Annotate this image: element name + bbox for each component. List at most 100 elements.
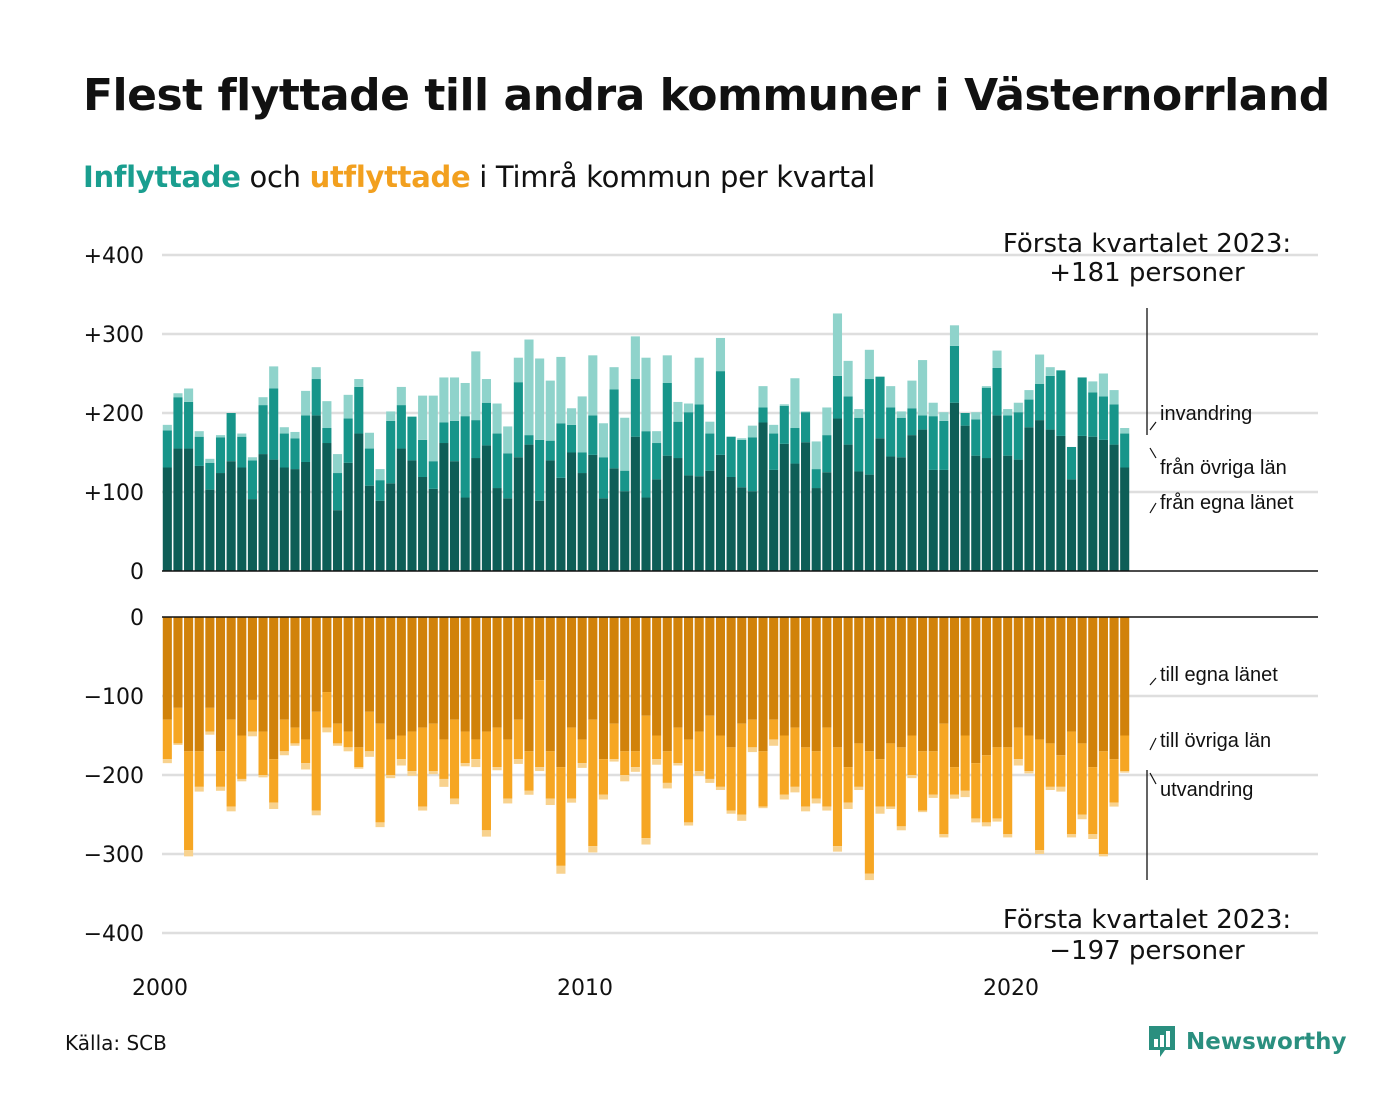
y-tick-labels: 0 +100 +200 +300 +400 0 −100 −200 −300 −400 <box>84 244 144 947</box>
bar-inflow <box>662 355 672 383</box>
bar-outflow <box>524 790 534 795</box>
bar-inflow <box>311 379 321 416</box>
bar-inflow <box>737 438 747 440</box>
bar-outflow <box>215 617 226 752</box>
bar-inflow <box>492 488 502 571</box>
bar-outflow <box>981 617 991 756</box>
bar-outflow <box>854 743 864 787</box>
bar-outflow <box>332 723 343 744</box>
bar-inflow <box>854 417 864 472</box>
bar-outflow <box>237 735 247 779</box>
bar-inflow <box>492 403 502 434</box>
bar-inflow <box>684 412 694 476</box>
bar-inflow <box>907 408 917 436</box>
bar-inflow <box>1098 396 1108 440</box>
bar-inflow <box>832 375 843 419</box>
bar-outflow <box>226 806 236 812</box>
bar-outflow <box>960 617 970 736</box>
bar-outflow <box>503 739 513 799</box>
bar-outflow <box>194 786 204 792</box>
x-tick-labels: 2000 2010 2020 <box>132 976 1039 1001</box>
bar-inflow <box>747 437 757 492</box>
bar-outflow <box>747 617 757 720</box>
bar-inflow <box>418 476 428 571</box>
bar-outflow <box>460 731 470 764</box>
bar-outflow <box>290 727 300 744</box>
x-tick-label: 2000 <box>132 976 188 1001</box>
bar-outflow <box>886 806 896 809</box>
bar-inflow <box>162 467 172 571</box>
axes <box>162 308 1318 880</box>
bar-inflow <box>545 380 555 441</box>
bar-inflow <box>928 416 938 470</box>
bar-inflow <box>322 428 332 444</box>
bar-inflow <box>886 456 896 571</box>
bar-outflow <box>822 617 832 728</box>
bar-inflow <box>992 367 1002 416</box>
bar-inflow <box>1024 390 1034 400</box>
bar-inflow <box>715 337 726 372</box>
bar-inflow <box>971 455 981 571</box>
bar-inflow <box>960 425 970 571</box>
bar-inflow <box>662 382 672 456</box>
bar-outflow <box>939 834 949 838</box>
bar-outflow <box>598 759 609 795</box>
bar-outflow <box>524 751 534 791</box>
bar-outflow <box>609 617 619 724</box>
bar-outflow <box>779 735 789 795</box>
bar-outflow <box>811 798 821 804</box>
bar-outflow <box>524 617 534 752</box>
bar-inflow <box>1056 435 1066 571</box>
bar-outflow <box>184 617 194 752</box>
bar-outflow <box>386 617 396 740</box>
bar-outflow <box>971 617 981 764</box>
bar-inflow <box>652 479 662 571</box>
bar-outflow <box>747 747 757 753</box>
bar-inflow <box>396 448 406 571</box>
bar-outflow <box>237 617 247 736</box>
bar-outflow <box>1003 834 1013 838</box>
bar-outflow <box>673 727 683 764</box>
bar-inflow <box>1088 436 1098 571</box>
bar-inflow <box>258 397 268 406</box>
bar-inflow <box>577 473 587 571</box>
bar-inflow <box>322 401 332 429</box>
bar-outflow <box>269 759 279 803</box>
bar-outflow <box>684 739 694 823</box>
bar-outflow <box>758 617 768 752</box>
subtitle-rest: i Timrå kommun per kvartal <box>470 160 875 194</box>
bar-outflow <box>162 759 172 764</box>
bar-inflow <box>428 395 438 462</box>
bar-inflow <box>535 439 545 501</box>
bar-outflow <box>875 806 885 814</box>
bar-inflow <box>439 422 449 444</box>
bar-outflow <box>301 739 311 764</box>
bar-outflow <box>460 617 470 732</box>
bar-outflow <box>790 786 800 793</box>
bar-outflow <box>652 735 662 760</box>
bar-outflow <box>715 735 726 787</box>
bar-inflow <box>949 402 960 571</box>
bar-outflow <box>843 802 853 809</box>
bar-outflow <box>449 798 460 805</box>
bar-outflow <box>662 782 672 789</box>
bar-outflow <box>737 814 747 821</box>
bar-inflow <box>641 431 651 498</box>
newsworthy-logo-icon <box>1149 1026 1175 1057</box>
bar-inflow <box>386 420 396 484</box>
bar-inflow <box>747 491 757 571</box>
subtitle-connector: och <box>240 160 310 194</box>
bar-inflow <box>854 409 864 418</box>
bar-inflow <box>428 461 438 489</box>
series-label: till övriga län <box>1160 730 1271 752</box>
bar-inflow <box>471 351 481 421</box>
bar-inflow <box>896 457 906 571</box>
bar-inflow <box>269 366 279 389</box>
bar-outflow <box>1088 617 1098 768</box>
bar-inflow <box>1120 433 1130 468</box>
bar-outflow <box>290 743 300 746</box>
bar-inflow <box>396 405 406 449</box>
bar-inflow <box>641 497 651 571</box>
bar-inflow <box>535 500 545 571</box>
bar-outflow <box>407 731 417 772</box>
